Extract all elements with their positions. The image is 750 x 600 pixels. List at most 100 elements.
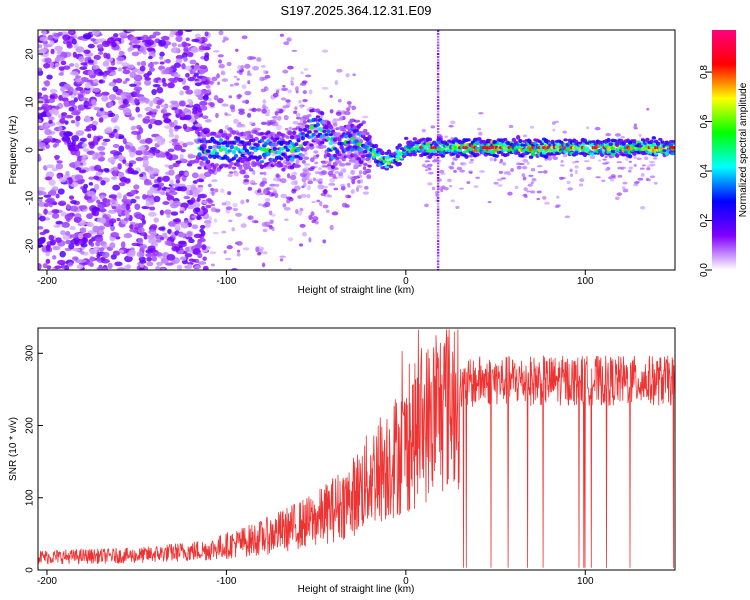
spectrogram-cell: [357, 179, 361, 184]
spectrogram-cell: [164, 209, 172, 215]
spectrogram-cell: [436, 127, 440, 130]
spectrogram-cell: [436, 202, 440, 205]
spectrogram-cell: [300, 153, 306, 158]
spectrogram-cell: [633, 123, 638, 127]
spectrogram-cell: [285, 160, 290, 166]
spectrogram-cell: [144, 107, 153, 112]
spectrogram-cell: [185, 189, 190, 196]
spectrogram-cell: [436, 191, 440, 194]
spectrogram-cell: [183, 107, 190, 114]
spectrogram-cell: [175, 223, 181, 230]
spectrogram-cell: [436, 208, 440, 211]
spectrogram-cell: [136, 61, 141, 66]
spectrogram-cell: [224, 112, 228, 116]
spectrogram-cell: [38, 92, 43, 97]
spectrogram-cell: [346, 107, 351, 112]
spectrogram-cell: [75, 149, 81, 157]
spectrogram-cell: [51, 212, 60, 219]
spectrogram-cell: [38, 197, 43, 203]
spectrogram-cell: [516, 165, 522, 170]
spectrogram-cell: [291, 49, 298, 53]
spectrogram-cell: [93, 106, 101, 111]
spectrogram-cell: [122, 194, 127, 202]
spectrogram-cell: [201, 244, 207, 250]
spectrogram-cell: [185, 141, 194, 146]
spectrogram-cell: [39, 231, 46, 236]
spectrogram-cell: [436, 67, 440, 70]
spectrogram-cell: [266, 130, 271, 134]
spectrogram-cell: [226, 61, 232, 67]
spectrogram-cell: [55, 163, 64, 170]
spectrogram-cell: [436, 32, 440, 35]
spectrogram-cell: [286, 199, 291, 204]
spectrogram-cell: [526, 190, 531, 193]
spectrogram-cell: [274, 136, 280, 141]
spectrogram-cell: [107, 66, 112, 74]
spectrogram-cell: [436, 122, 440, 125]
spectrogram-cell: [560, 164, 565, 167]
spectrogram-cell: [197, 166, 202, 170]
spectrogram-cell: [134, 203, 141, 210]
spectrogram-cell: [42, 40, 49, 45]
spectrogram-cell: [101, 40, 111, 48]
spectrogram-cell: [51, 255, 57, 260]
spectrogram-cell: [109, 72, 117, 76]
spectrogram-cell: [277, 115, 282, 121]
spectrogram-cell: [72, 89, 78, 96]
spectrogram-cell: [57, 31, 63, 36]
spectrogram-cell: [108, 133, 115, 139]
spectrogram-cell: [122, 80, 128, 85]
spectrogram-cell: [560, 159, 564, 163]
spectrogram-cell: [234, 241, 239, 245]
spectrogram-cell: [114, 261, 123, 267]
spectrogram-cell: [274, 183, 280, 187]
spectrogram-cell: [214, 163, 219, 167]
spectrogram-cell: [164, 67, 169, 74]
spectrogram-cell: [185, 72, 190, 78]
spectrogram-cell: [160, 35, 170, 41]
spectrogram-cell: [38, 141, 44, 148]
spectrogram-cell: [192, 201, 201, 208]
spectrogram-cell: [50, 48, 55, 55]
spectrogram-cell: [60, 230, 66, 236]
spectrogram-cell: [478, 131, 483, 136]
spectrogram-cell: [107, 262, 113, 270]
spectrogram-cell: [299, 105, 304, 109]
spectrogram-cell: [327, 194, 333, 198]
spectrogram-cell: [112, 143, 120, 148]
spectrogram-cell: [84, 117, 92, 123]
spectrogram-cell: [617, 174, 623, 178]
spectrogram-cell: [436, 156, 440, 159]
spectrogram-cell: [306, 185, 311, 191]
spectrogram-cell: [452, 158, 456, 161]
spectrogram-cell: [522, 158, 529, 163]
spectrogram-cell: [84, 128, 92, 132]
spectrogram-cell: [174, 134, 179, 140]
spectrogram-cell: [322, 130, 327, 134]
spectrogram-cell: [528, 174, 534, 177]
spectrogram-cell: [202, 256, 207, 261]
spectrogram-cell: [287, 237, 294, 242]
spectrogram-cell: [530, 167, 536, 172]
spectrogram-cell: [188, 154, 197, 159]
spectrogram-cell: [521, 173, 526, 177]
spectrogram-cell: [649, 175, 656, 179]
spectrogram-cell: [301, 177, 307, 183]
spectrogram-cell: [69, 195, 75, 200]
spectrogram-cell: [122, 98, 130, 105]
spectrogram-cell: [574, 169, 578, 174]
spectrogram-cell: [202, 94, 209, 101]
spectrogram-cell: [436, 211, 440, 214]
spectrogram-cell: [314, 220, 319, 225]
spectrogram-cell: [73, 216, 82, 223]
spectrogram-cell: [96, 44, 104, 49]
spectrogram-cell: [75, 130, 85, 136]
snr-x-tick-label: 100: [577, 576, 594, 587]
spectrogram-cell: [438, 137, 443, 142]
spectrogram-cell: [181, 52, 188, 59]
spectrogram-cell: [550, 139, 555, 145]
spectrogram-cell: [658, 137, 663, 141]
spectrogram-cell: [320, 140, 325, 145]
spectrogram-cell: [154, 251, 163, 257]
spectrogram-cell: [149, 173, 156, 180]
